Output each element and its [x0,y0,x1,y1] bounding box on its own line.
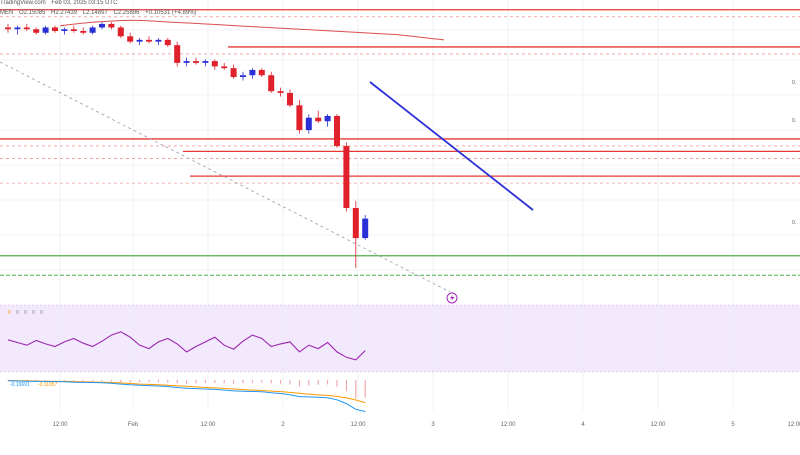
candle-body [89,27,96,33]
time-tick-label: Feb [128,422,139,428]
candle-body [193,61,199,63]
macd-panel [7,379,366,412]
candle-body [211,61,218,67]
macd-value-label: -0.16691 [10,382,30,388]
price-axis-fragment: 0. [792,80,796,86]
rsi-value-label: 0 [24,310,27,316]
candle-body [33,29,40,33]
price-axis-fragment: 0. [792,118,796,124]
rsi-value-label: 0 [32,310,35,316]
macd-value-label: -0.11957 [38,382,58,388]
time-tick-label: 12:00 [52,422,68,428]
rsi-band [0,305,800,372]
low-value: L2.14897 [82,10,108,16]
candle-body [362,218,369,239]
candle-body [136,39,143,42]
time-tick-label: 12:00 [500,422,516,428]
candle-body [287,92,293,106]
candle-body [202,61,209,63]
candle-body [14,27,21,30]
time-tick-label: 12:00 [350,422,366,428]
time-tick-label: 3 [431,422,435,428]
candle-body [117,27,124,37]
candle-body [334,115,340,147]
grid [0,0,800,410]
time-tick-label: 12:00 [787,422,800,428]
candle-body [52,27,58,32]
change-value: +0.10531 (+4.89%) [145,10,197,16]
candle-body [268,75,275,92]
candle-body [230,68,237,78]
time-tick-label: 4 [581,422,585,428]
candle-body [80,31,87,33]
rsi-value-label: 0 [40,310,43,316]
close-value: C2.25896 [113,10,140,16]
moving-average-line [59,19,445,41]
open-value: O2.15085 [19,10,46,16]
candle-body [155,39,162,42]
candle-body [277,91,284,93]
candle-body [61,29,68,32]
candle-body [42,27,49,33]
rsi-panel [0,304,800,373]
rsi-value-label: 0 [16,310,19,316]
candle-body [305,117,312,131]
high-value: H2.27439 [51,10,78,16]
candle-body [343,146,350,208]
trend-lines [0,19,534,293]
rsi-line [7,331,366,361]
alert-icon[interactable] [446,292,458,304]
candle-body [352,207,359,239]
candle-body [164,39,171,46]
source-label: TradingView.com [0,0,46,6]
candle-body [174,45,181,63]
price-axis-fragment: 0. [792,220,796,226]
macd-line [7,380,366,412]
indicator-value-labels: 0 0 0 0 0-0.16691 -0.11957 [8,310,58,388]
candle-body [127,36,134,42]
time-tick-label: 12:00 [650,422,666,428]
candle-body [324,115,331,122]
candle-body [70,29,77,32]
candle-body [249,69,256,76]
info-bar: TradingView.com Feb 03, 2025 03:15 UTC [0,0,121,6]
time-tick-label: 5 [731,422,735,428]
bearish-trend-line [369,81,534,211]
dotted-trend-line [0,61,451,293]
candle-body [296,105,303,131]
time-axis: 12:00 Feb 12:00 2 12:00 3 12:00 4 12:00 5 12:00 [52,422,800,428]
timestamp-label: Feb 03, 2025 03:15 UTC [51,0,118,6]
candle-body [240,75,246,78]
time-tick-label: 12:00 [200,422,216,428]
candle-body [221,66,228,69]
time-tick-label: 2 [281,422,285,428]
candle-body [23,27,30,30]
ohlc-bar: MEN O2.15085 H2.27439 L2.14897 C2.25896 … [0,10,201,16]
symbol-label: MEN [0,10,14,16]
candle-body [258,69,265,76]
price-axis-fragments: 0. 0. 0. [792,80,796,226]
candle-body [146,39,152,42]
candle-body [315,117,322,122]
rsi-value-label: 0 [8,310,11,316]
candle-body [108,23,115,28]
candle-body [5,27,11,30]
level-lines [0,9,800,276]
candle-body [99,23,105,28]
candle-body [183,61,190,63]
candles [5,22,369,269]
